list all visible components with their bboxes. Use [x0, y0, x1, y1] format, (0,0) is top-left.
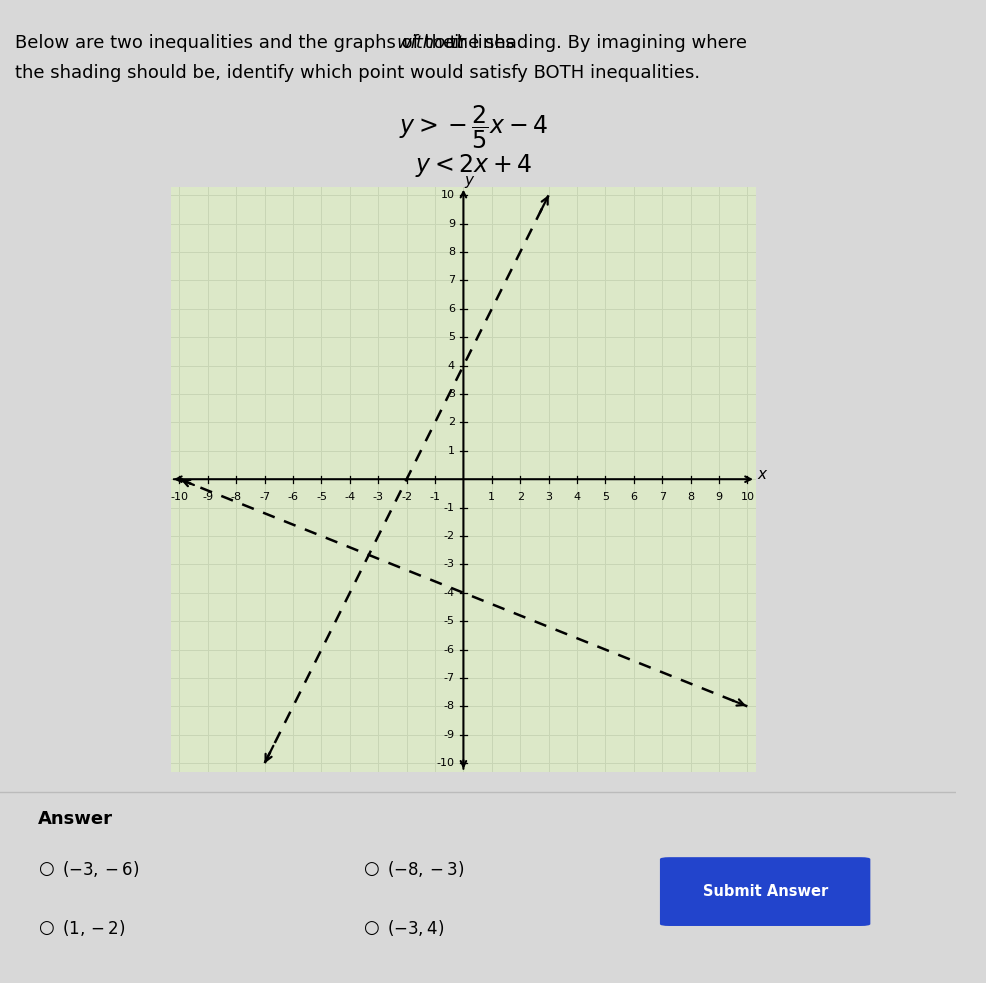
Text: $y < 2x + 4$: $y < 2x + 4$	[415, 152, 531, 179]
Text: y: y	[464, 173, 473, 188]
Text: 8: 8	[448, 247, 455, 258]
Text: $(-3,-6)$: $(-3,-6)$	[62, 859, 140, 879]
Text: 4: 4	[448, 361, 455, 371]
Text: without: without	[397, 34, 464, 52]
Text: 4: 4	[574, 492, 581, 502]
Text: 7: 7	[448, 275, 455, 285]
Text: -6: -6	[444, 645, 455, 655]
Text: 3: 3	[448, 389, 455, 399]
Text: 2: 2	[448, 418, 455, 428]
Text: $(1,-2)$: $(1,-2)$	[62, 918, 126, 938]
Text: -7: -7	[259, 492, 270, 502]
Text: 1: 1	[488, 492, 495, 502]
Text: -9: -9	[444, 729, 455, 740]
Text: -5: -5	[444, 616, 455, 626]
Text: x: x	[757, 468, 766, 483]
Text: 10: 10	[441, 191, 455, 201]
Text: -8: -8	[231, 492, 242, 502]
Text: -2: -2	[444, 531, 455, 541]
Text: -4: -4	[344, 492, 355, 502]
Text: $(-3,4)$: $(-3,4)$	[387, 918, 445, 938]
Text: -10: -10	[437, 758, 455, 768]
Text: 2: 2	[517, 492, 524, 502]
Text: -7: -7	[444, 673, 455, 683]
Text: -5: -5	[316, 492, 327, 502]
Text: 8: 8	[687, 492, 694, 502]
Text: -8: -8	[444, 701, 455, 712]
Text: 5: 5	[601, 492, 609, 502]
Text: ○: ○	[38, 919, 54, 937]
Text: Below are two inequalities and the graphs of their lines: Below are two inequalities and the graph…	[15, 34, 521, 52]
Text: ○: ○	[38, 860, 54, 878]
Text: 9: 9	[448, 218, 455, 229]
Text: ○: ○	[364, 860, 380, 878]
Text: $y > -\dfrac{2}{5}x - 4$: $y > -\dfrac{2}{5}x - 4$	[398, 103, 548, 150]
Text: 7: 7	[659, 492, 666, 502]
Text: -3: -3	[373, 492, 384, 502]
Text: -4: -4	[444, 588, 455, 598]
Text: -2: -2	[401, 492, 412, 502]
Text: 6: 6	[630, 492, 637, 502]
Text: -3: -3	[444, 559, 455, 569]
Text: 6: 6	[448, 304, 455, 314]
Text: -1: -1	[430, 492, 441, 502]
Text: 9: 9	[716, 492, 723, 502]
Text: Answer: Answer	[38, 810, 113, 828]
Text: -9: -9	[202, 492, 213, 502]
Text: $(-8,-3)$: $(-8,-3)$	[387, 859, 465, 879]
Text: 5: 5	[448, 332, 455, 342]
Text: the shading should be, identify which point would satisfy BOTH inequalities.: the shading should be, identify which po…	[15, 64, 700, 82]
Text: Submit Answer: Submit Answer	[702, 884, 828, 899]
Text: -1: -1	[444, 502, 455, 512]
Text: 1: 1	[448, 446, 455, 456]
FancyBboxPatch shape	[660, 857, 871, 926]
Text: -10: -10	[171, 492, 188, 502]
Text: 10: 10	[740, 492, 754, 502]
Text: 3: 3	[545, 492, 552, 502]
Text: the shading. By imagining where: the shading. By imagining where	[444, 34, 747, 52]
Text: -6: -6	[288, 492, 299, 502]
Text: ○: ○	[364, 919, 380, 937]
